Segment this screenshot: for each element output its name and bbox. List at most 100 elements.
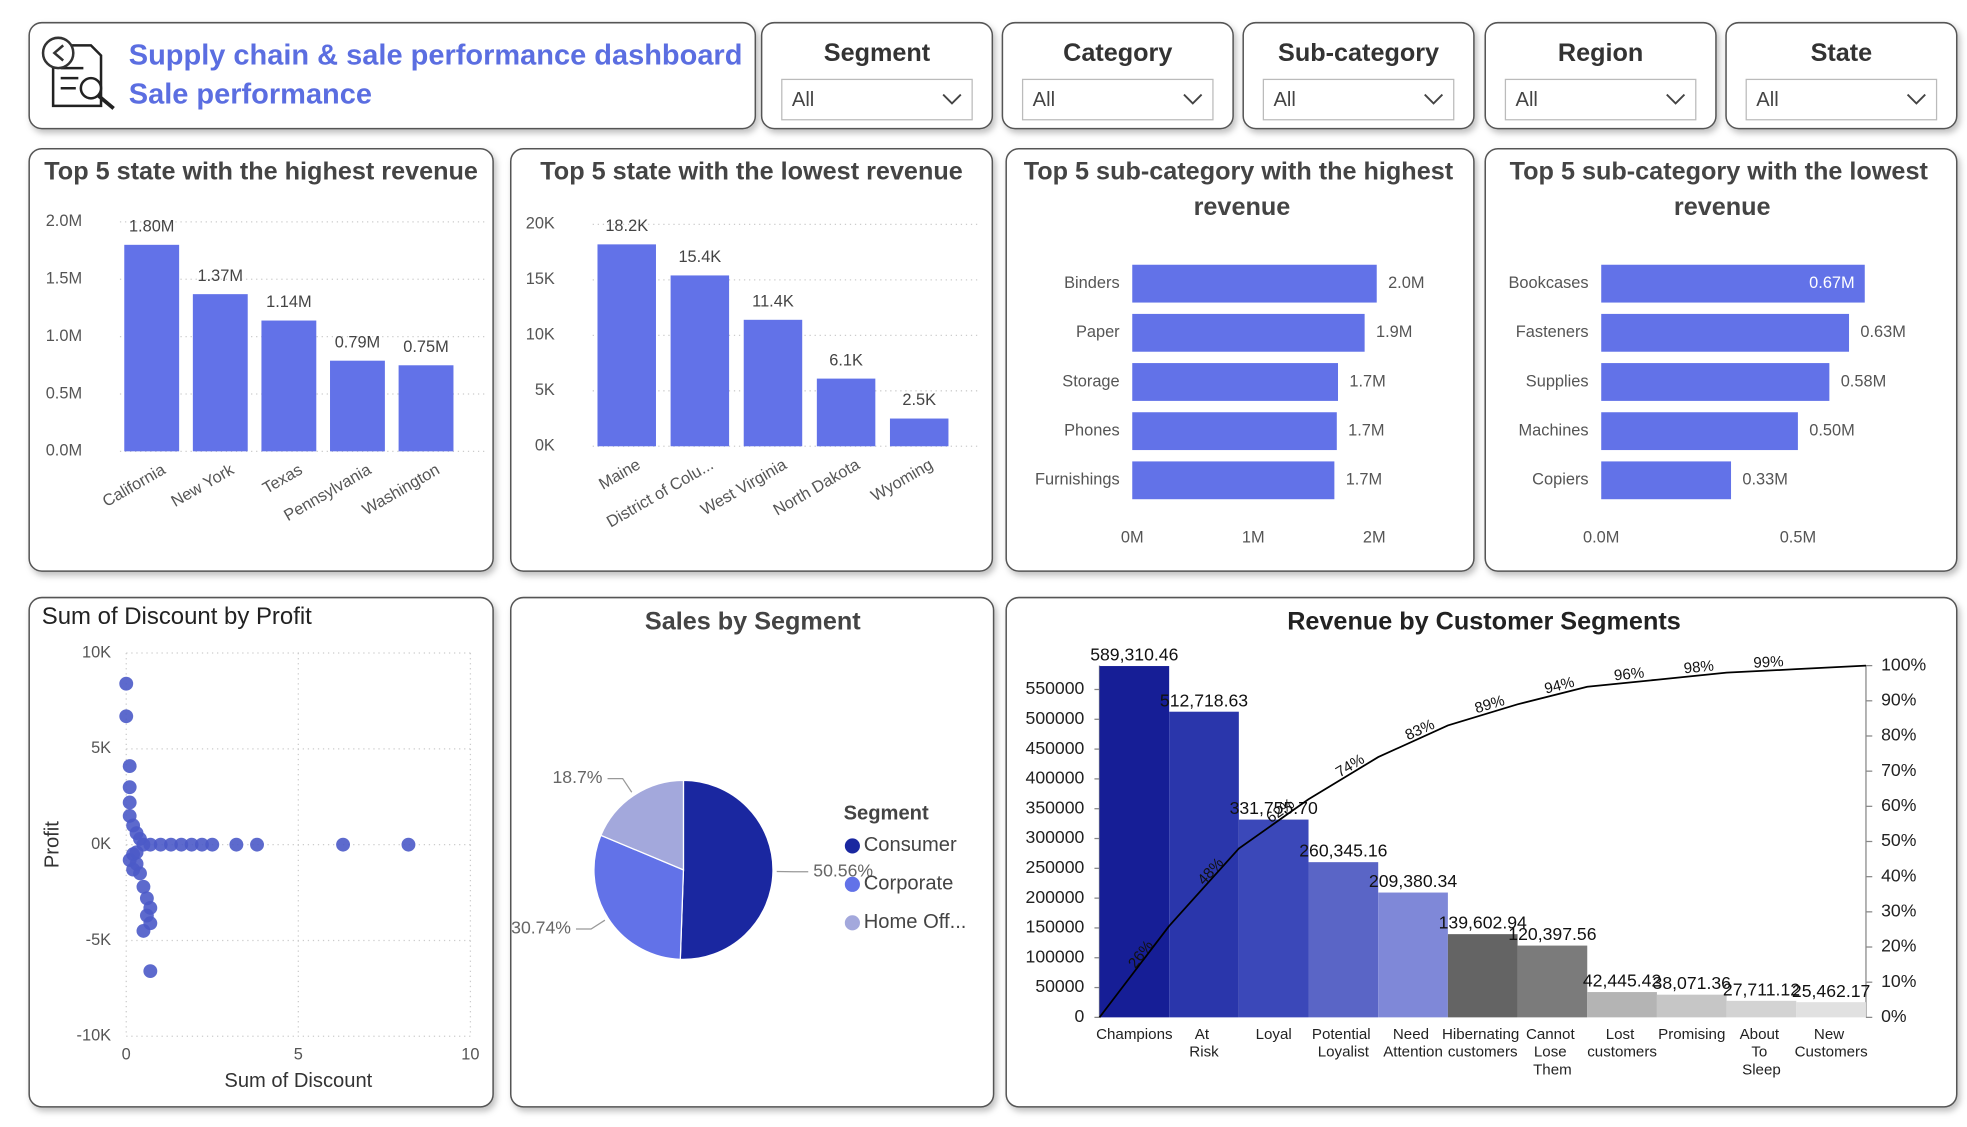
x-tick-label: Loyal (1256, 1026, 1292, 1043)
y-tick-label: 0K (91, 835, 111, 853)
legend-label: Consumer (864, 834, 957, 856)
slicer-label: Sub-category (1278, 39, 1439, 67)
bar (1309, 862, 1379, 1017)
scatter-point (123, 759, 137, 773)
y-tick-label: 1.5M (46, 270, 82, 288)
scatter-point (123, 780, 137, 794)
scatter-point (143, 964, 157, 978)
x-tick-label: Potential Loyalist (1312, 1026, 1375, 1061)
y2-tick-label: 90% (1881, 689, 1917, 709)
value-label: 1.37M (198, 267, 244, 285)
slicer-label: Category (1063, 39, 1172, 67)
y-tick-label: Phones (1064, 421, 1120, 439)
y-tick-label: 0K (535, 437, 555, 455)
scatter-point (250, 838, 264, 852)
bar (1448, 934, 1518, 1017)
value-label: 1.14M (266, 293, 312, 311)
y-tick-label: Storage (1062, 372, 1119, 390)
bar (671, 275, 729, 446)
scatter-point (119, 677, 133, 691)
bar (890, 419, 948, 447)
value-label: 6.1K (829, 351, 863, 369)
chart-title: Revenue by Customer Segments (1287, 607, 1681, 635)
y-tick-label: 20K (526, 215, 555, 233)
value-label: 589,310.46 (1090, 645, 1178, 665)
y-tick-label: -10K (77, 1027, 112, 1045)
y-tick-label: 50000 (1035, 976, 1084, 996)
scatter-point (130, 845, 144, 859)
x-tick-label: 5 (294, 1046, 303, 1064)
bar (1796, 1002, 1866, 1017)
legend-title: Segment (844, 803, 929, 825)
chart-title: Top 5 state with the highest revenue (44, 157, 478, 185)
y-tick-label: 0.0M (46, 442, 82, 460)
x-tick-label: 0.0M (1583, 529, 1619, 547)
scatter-point (336, 838, 350, 852)
line-label: 96% (1613, 664, 1645, 684)
x-tick-label: 0 (122, 1046, 131, 1064)
value-label: 512,718.63 (1160, 690, 1248, 710)
bar (744, 320, 802, 446)
scatter-point (123, 796, 137, 810)
value-label: 0.63M (1860, 323, 1906, 341)
x-tick-label: 0.5M (1780, 529, 1816, 547)
slicer-label: Segment (824, 39, 931, 67)
dashboard-title: Supply chain & sale performance dashboar… (129, 39, 743, 71)
y2-tick-label: 70% (1881, 760, 1917, 780)
x-tick-label: 2M (1363, 529, 1386, 547)
slicer-value: All (1033, 89, 1055, 111)
value-label: 15.4K (678, 248, 721, 266)
bar (1657, 995, 1727, 1018)
slicer-value: All (792, 89, 814, 111)
bar (1601, 363, 1829, 401)
value-label: 120,397.56 (1508, 924, 1596, 944)
x-tick-label: 0M (1121, 529, 1144, 547)
line-label: 99% (1753, 653, 1784, 672)
y-tick-label: 350000 (1026, 797, 1085, 817)
slicer-label: Region (1558, 39, 1643, 67)
value-label: 1.9M (1376, 323, 1412, 341)
y-tick-label: 500000 (1026, 708, 1085, 728)
y-tick-label: 400000 (1026, 768, 1085, 788)
bar (399, 365, 454, 451)
value-label: 260,345.16 (1299, 841, 1387, 861)
y-tick-label: Binders (1064, 274, 1120, 292)
bar (1378, 893, 1448, 1018)
y-tick-label: 15K (526, 270, 555, 288)
value-label: 1.7M (1346, 471, 1382, 489)
chart-title: Top 5 state with the lowest revenue (540, 157, 962, 185)
line-label: 98% (1683, 657, 1715, 677)
bar (1587, 992, 1657, 1017)
legend-marker (845, 838, 860, 853)
x-tick-label: 1M (1242, 529, 1265, 547)
bar (330, 361, 385, 452)
y-tick-label: 10K (526, 326, 555, 344)
legend-marker (845, 877, 860, 892)
scatter-point (137, 924, 151, 938)
bar (1601, 461, 1731, 499)
value-label: 2.5K (902, 391, 936, 409)
y-tick-label: 5K (91, 739, 111, 757)
y-tick-label: -5K (86, 931, 112, 949)
y-tick-label: 0.5M (46, 384, 82, 402)
y2-tick-label: 60% (1881, 795, 1917, 815)
bar (1727, 1001, 1797, 1018)
y2-tick-label: 30% (1881, 901, 1917, 921)
value-label: 27,711.12 (1723, 979, 1800, 999)
y-tick-label: 0 (1075, 1006, 1085, 1026)
scatter-point (205, 838, 219, 852)
value-label: 0.75M (403, 338, 449, 356)
dashboard-subtitle: Sale performance (129, 78, 372, 110)
bar (1132, 363, 1338, 401)
chart-title: Sales by Segment (645, 607, 861, 635)
scatter-point (119, 709, 133, 723)
legend-label: Home Off... (864, 911, 967, 933)
y-tick-label: 550000 (1026, 678, 1085, 698)
bar (1132, 314, 1364, 352)
value-label: 209,380.34 (1369, 871, 1457, 891)
y2-tick-label: 50% (1881, 830, 1917, 850)
x-axis-title: Sum of Discount (224, 1070, 372, 1092)
value-label: 0.79M (335, 333, 381, 351)
y-tick-label: 10K (82, 643, 111, 661)
